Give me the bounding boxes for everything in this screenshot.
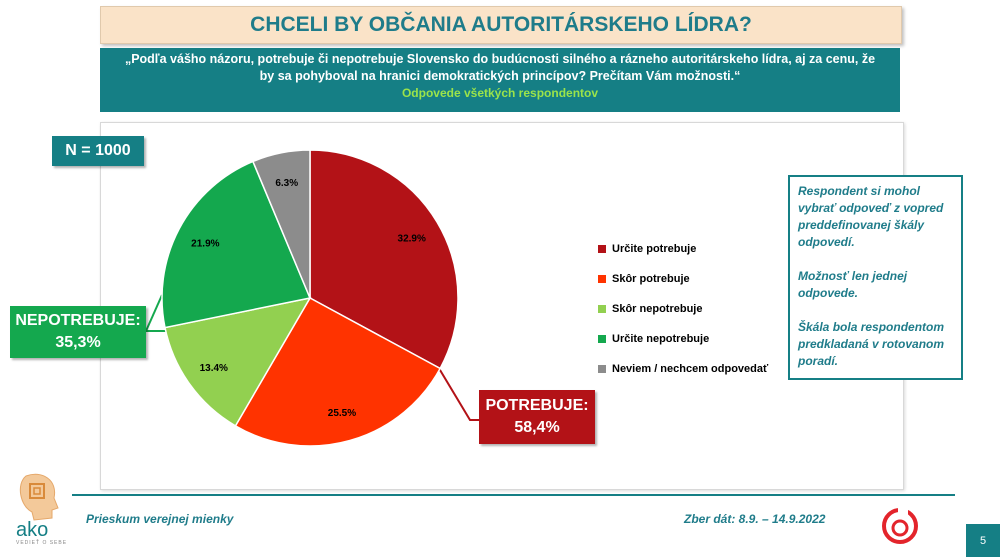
logo-text: ako bbox=[16, 519, 48, 541]
legend-label: Skôr nepotrebuje bbox=[612, 303, 703, 315]
page-title-text: CHCELI BY OBČANIA AUTORITÁRSKEHO LÍDRA? bbox=[250, 13, 752, 36]
footer-divider bbox=[72, 494, 955, 496]
page-number: 5 bbox=[966, 524, 1000, 557]
note-line: Respondent si mohol vybrať odpoveď z vop… bbox=[798, 184, 944, 249]
potrebuje-label: POTREBUJE: bbox=[485, 397, 589, 414]
slice-data-label: 32.9% bbox=[398, 233, 426, 244]
legend-label: Neviem / nechcem odpovedať bbox=[612, 363, 769, 375]
nepotrebuje-value: 35,3% bbox=[55, 334, 101, 351]
note-line: Možnosť len jednej odpovede. bbox=[798, 269, 908, 300]
footer-date-range: Zber dát: 8.9. – 14.9.2022 bbox=[684, 512, 826, 526]
methodology-note: Respondent si mohol vybrať odpoveď z vop… bbox=[788, 175, 963, 380]
nepotrebuje-label: NEPOTREBUJE: bbox=[15, 312, 141, 329]
legend-item: Určite nepotrebuje bbox=[598, 324, 768, 354]
slice-data-label: 6.3% bbox=[275, 178, 298, 189]
legend-swatch bbox=[598, 245, 606, 253]
potrebuje-value: 58,4% bbox=[514, 419, 560, 436]
potrebuje-callout: POTREBUJE: 58,4% bbox=[479, 390, 595, 444]
legend-item: Neviem / nechcem odpovedať bbox=[598, 354, 768, 384]
question-text: „Podľa vášho názoru, potrebuje či nepotr… bbox=[124, 52, 876, 83]
pie-slice-2 bbox=[234, 296, 442, 447]
nepotrebuje-connector-upper bbox=[145, 294, 163, 332]
pie-slice-5 bbox=[251, 149, 311, 299]
slice-data-label: 21.9% bbox=[191, 239, 219, 250]
potrebuje-connector bbox=[436, 364, 479, 421]
footer-survey-label: Prieskum verejnej mienky bbox=[86, 512, 234, 526]
legend-label: Určite nepotrebuje bbox=[612, 333, 710, 345]
page-title: CHCELI BY OBČANIA AUTORITÁRSKEHO LÍDRA? bbox=[100, 6, 902, 44]
legend-item: Skôr nepotrebuje bbox=[598, 294, 768, 324]
legend-swatch bbox=[598, 305, 606, 313]
legend-label: Určite potrebuje bbox=[612, 243, 697, 255]
respondents-subtitle: Odpovede všetkých respondentov bbox=[401, 86, 599, 100]
legend-swatch bbox=[598, 275, 606, 283]
slice-data-label: 13.4% bbox=[200, 363, 228, 374]
nepotrebuje-callout: NEPOTREBUJE: 35,3% bbox=[10, 306, 146, 358]
legend-item: Určite potrebuje bbox=[598, 234, 768, 264]
pie-slice-4 bbox=[161, 160, 312, 329]
legend-swatch bbox=[598, 335, 606, 343]
ako-logo-icon: ako bbox=[16, 473, 59, 541]
slice-data-label: 25.5% bbox=[328, 408, 356, 419]
sample-size-badge: N = 1000 bbox=[52, 136, 144, 166]
note-line: Škála bola respondentom predkladaná v ro… bbox=[798, 320, 945, 368]
question-box: „Podľa vášho názoru, potrebuje či nepotr… bbox=[100, 48, 900, 112]
chart-legend: Určite potrebuje Skôr potrebuje Skôr nepot… bbox=[598, 234, 768, 384]
sample-size-label: N = 1000 bbox=[65, 142, 131, 159]
pie-slice-1 bbox=[309, 149, 459, 370]
legend-swatch bbox=[598, 365, 606, 373]
agency-logo-icon bbox=[882, 508, 918, 544]
legend-item: Skôr potrebuje bbox=[598, 264, 768, 294]
pie-slice-3 bbox=[164, 296, 312, 427]
logo-caption: VEDIEŤ O SEBE bbox=[16, 540, 68, 546]
legend-label: Skôr potrebuje bbox=[612, 273, 690, 285]
